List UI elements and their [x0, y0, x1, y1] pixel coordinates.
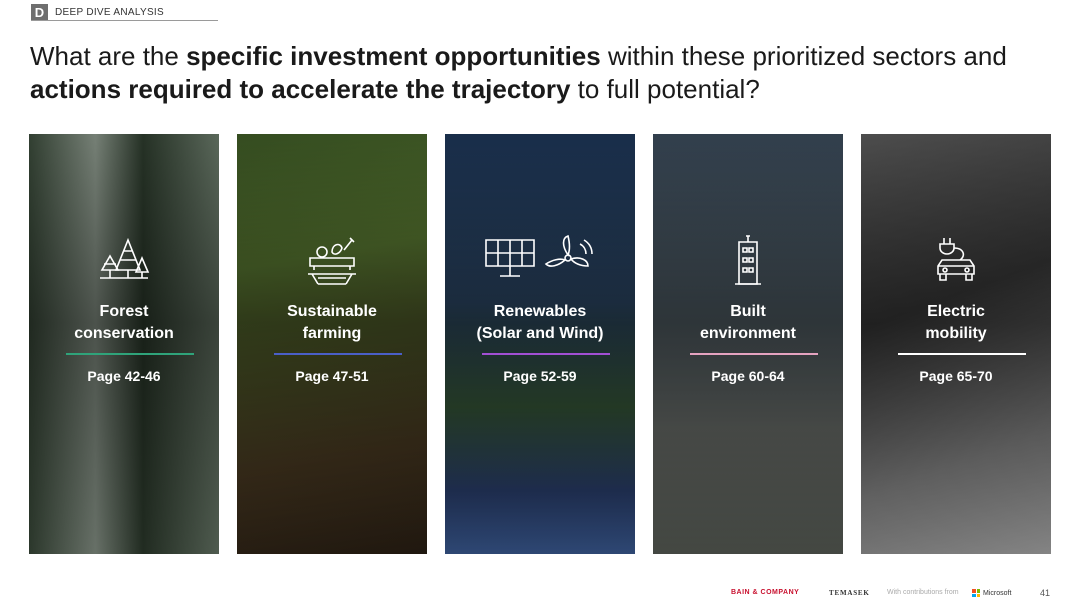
temasek-logo: TEMASEK [829, 589, 870, 597]
solar-wind-icon [445, 234, 635, 282]
accent-rule [482, 353, 610, 355]
panel-title-line1: Sustainable [287, 303, 377, 320]
panel-title-line2: conservation [74, 325, 174, 342]
panel-electric-mobility[interactable]: Electric mobility Page 65-70 [861, 134, 1051, 554]
panel-forest-conservation[interactable]: Forest conservation Page 42-46 [29, 134, 219, 554]
contributions-label: With contributions from [887, 589, 959, 596]
accent-rule [690, 353, 818, 355]
accent-rule [898, 353, 1026, 355]
forest-icon [29, 234, 219, 282]
panel-title-line1: Built [730, 303, 766, 320]
page-link[interactable]: Page 65-70 [919, 368, 993, 384]
section-letter: D [31, 4, 48, 21]
panel-title-line2: (Solar and Wind) [476, 325, 604, 342]
accent-rule [66, 353, 194, 355]
bain-logo: BAIN & COMPANY [731, 589, 800, 596]
page-link[interactable]: Page 42-46 [87, 368, 161, 384]
panel-renewables[interactable]: Renewables (Solar and Wind) Page 52-59 [445, 134, 635, 554]
accent-rule [274, 353, 402, 355]
building-icon [653, 234, 843, 286]
electric-car-icon [861, 234, 1051, 286]
section-tag: D DEEP DIVE ANALYSIS [31, 4, 164, 21]
panel-title-line2: farming [302, 325, 362, 342]
panel-built-environment[interactable]: Built environment Page 60-64 [653, 134, 843, 554]
panel-title-line2: mobility [925, 325, 987, 342]
page-number: 41 [1040, 588, 1051, 598]
microsoft-logo: Microsoft [972, 589, 1011, 597]
page-title: What are the specific investment opportu… [30, 41, 1007, 104]
panel-sustainable-farming[interactable]: Sustainable farming Page 47-51 [237, 134, 427, 554]
page-link[interactable]: Page 47-51 [295, 368, 369, 384]
farming-icon [237, 234, 427, 286]
panel-title-line1: Forest [99, 303, 149, 320]
panel-title-line1: Renewables [493, 303, 587, 320]
section-label: DEEP DIVE ANALYSIS [55, 7, 164, 18]
microsoft-icon [972, 589, 980, 597]
panel-title-line2: environment [699, 325, 796, 342]
page-link[interactable]: Page 52-59 [503, 368, 577, 384]
page-link[interactable]: Page 60-64 [711, 368, 785, 384]
section-divider [31, 20, 218, 21]
panel-title-line1: Electric [927, 303, 985, 320]
